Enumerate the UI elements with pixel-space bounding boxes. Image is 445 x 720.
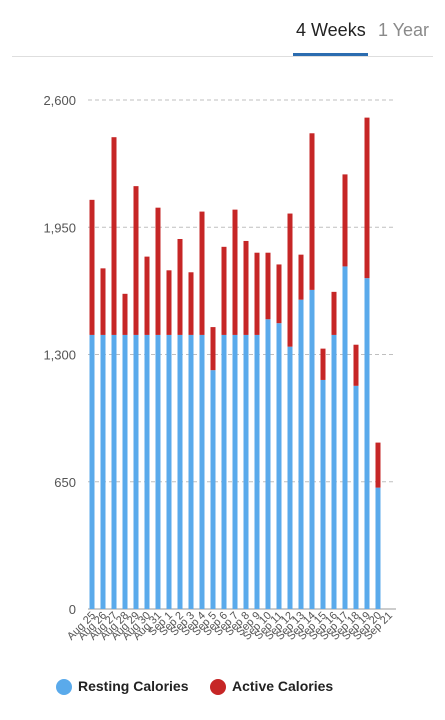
bar-active bbox=[188, 272, 194, 335]
bar-active bbox=[320, 348, 326, 380]
legend-resting-swatch bbox=[56, 679, 72, 695]
bar-active bbox=[199, 211, 205, 335]
y-tick-label: 650 bbox=[54, 475, 76, 490]
bar-resting bbox=[265, 319, 271, 609]
bar-active bbox=[287, 213, 293, 347]
y-tick-label: 0 bbox=[69, 602, 76, 617]
bar-resting bbox=[177, 334, 183, 609]
bar-active bbox=[375, 442, 381, 488]
legend-resting-label: Resting Calories bbox=[78, 678, 189, 694]
bar-resting bbox=[210, 370, 216, 609]
tab-1-year[interactable]: 1 Year bbox=[378, 20, 430, 40]
bar-resting bbox=[155, 334, 161, 609]
bar-active bbox=[221, 246, 227, 335]
bar-active bbox=[276, 264, 282, 324]
legend-active-swatch bbox=[210, 679, 226, 695]
bar-resting bbox=[364, 278, 370, 609]
bar-resting bbox=[166, 334, 172, 609]
bar-active bbox=[265, 252, 271, 320]
bar-resting bbox=[199, 334, 205, 609]
bar-active bbox=[331, 291, 337, 335]
bar-resting bbox=[254, 334, 260, 609]
range-tabs: 4 Weeks 1 Year bbox=[0, 0, 445, 58]
bar-active bbox=[364, 117, 370, 279]
bar-active bbox=[144, 256, 150, 335]
bar-resting bbox=[111, 334, 117, 609]
tab-4-weeks[interactable]: 4 Weeks bbox=[296, 20, 366, 40]
bar-active bbox=[342, 174, 348, 267]
bar-resting bbox=[100, 334, 106, 609]
bar-active bbox=[309, 133, 315, 290]
bar-active bbox=[111, 137, 117, 335]
y-tick-label: 1,950 bbox=[43, 220, 76, 235]
bar-active bbox=[122, 293, 128, 335]
bar-resting bbox=[320, 379, 326, 609]
bar-active bbox=[298, 254, 304, 300]
bar-resting bbox=[298, 299, 304, 609]
selected-tab-indicator bbox=[293, 53, 368, 56]
y-tick-label: 1,300 bbox=[43, 348, 76, 363]
y-tick-label: 2,600 bbox=[43, 93, 76, 108]
bar-resting bbox=[276, 323, 282, 609]
bar-active bbox=[155, 207, 161, 335]
bar-resting bbox=[309, 289, 315, 609]
bar-active bbox=[89, 199, 95, 335]
bar-active bbox=[210, 327, 216, 371]
bar-resting bbox=[133, 334, 139, 609]
bar-resting bbox=[331, 334, 337, 609]
bar-resting bbox=[89, 334, 95, 609]
bar-active bbox=[133, 186, 139, 335]
bar-resting bbox=[243, 334, 249, 609]
bar-resting bbox=[342, 266, 348, 609]
bar-resting bbox=[353, 385, 359, 609]
bar-active bbox=[232, 209, 238, 335]
legend-active-label: Active Calories bbox=[232, 678, 334, 694]
tabs-divider bbox=[12, 56, 433, 57]
bar-resting bbox=[144, 334, 150, 609]
bar-resting bbox=[188, 334, 194, 609]
bar-resting bbox=[221, 334, 227, 609]
bar-active bbox=[166, 270, 172, 335]
bar-active bbox=[100, 268, 106, 335]
bar-active bbox=[177, 238, 183, 335]
bar-resting bbox=[375, 487, 381, 609]
bar-resting bbox=[232, 334, 238, 609]
bar-active bbox=[353, 344, 359, 386]
bar-active bbox=[243, 240, 249, 335]
bar-active bbox=[254, 252, 260, 335]
bar-resting bbox=[122, 334, 128, 609]
bar-resting bbox=[287, 346, 293, 609]
